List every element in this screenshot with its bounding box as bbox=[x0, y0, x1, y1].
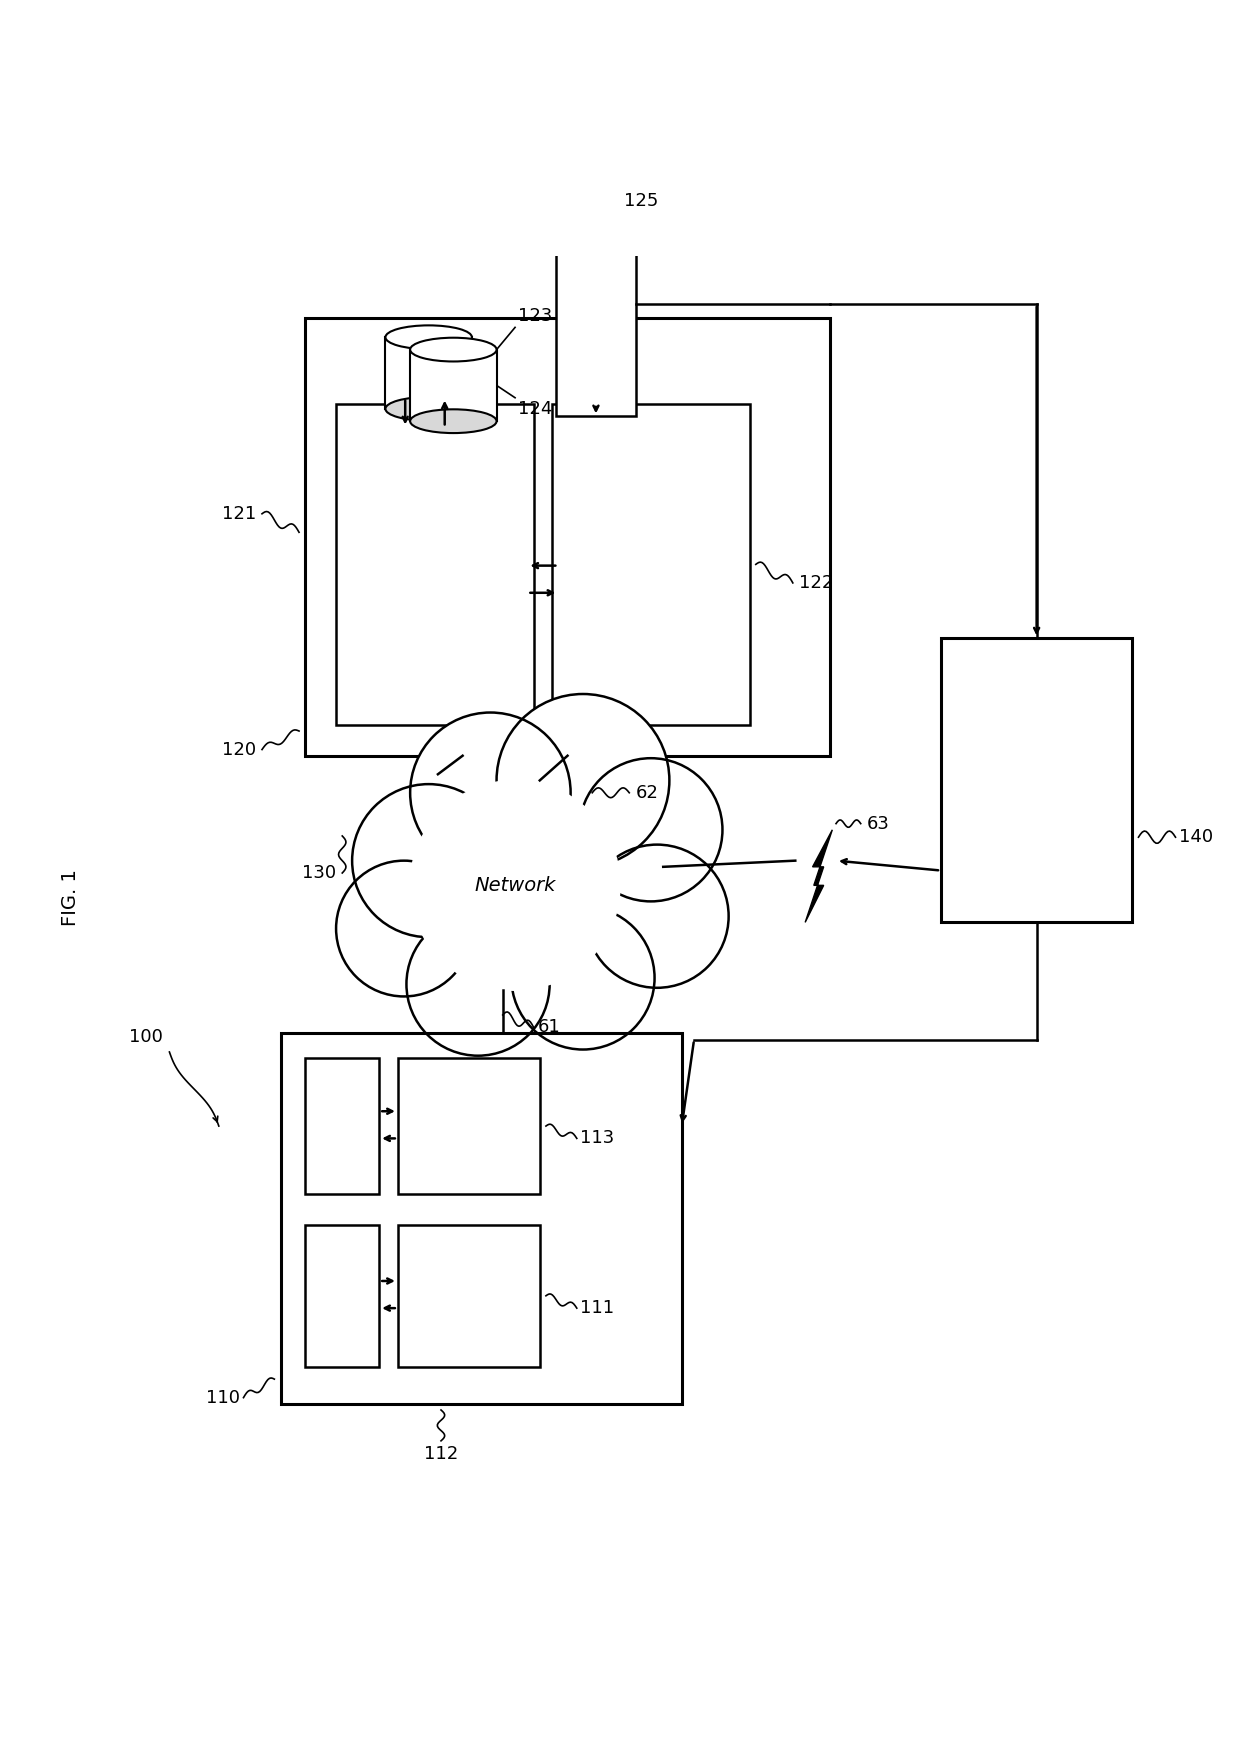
Bar bbox=[398, 1058, 539, 1194]
Text: 121: 121 bbox=[222, 505, 255, 522]
Circle shape bbox=[352, 784, 505, 938]
Bar bbox=[305, 1058, 379, 1194]
Ellipse shape bbox=[410, 409, 496, 433]
Text: FIG. 1: FIG. 1 bbox=[61, 870, 81, 925]
Text: 120: 120 bbox=[222, 740, 255, 758]
Circle shape bbox=[407, 913, 549, 1056]
Text: 125: 125 bbox=[624, 192, 658, 210]
Bar bbox=[410, 349, 496, 421]
Circle shape bbox=[585, 845, 729, 988]
Text: 110: 110 bbox=[206, 1388, 239, 1407]
Bar bbox=[305, 1224, 379, 1367]
Bar bbox=[336, 403, 533, 725]
Bar bbox=[398, 1224, 539, 1367]
Text: Network: Network bbox=[475, 876, 556, 896]
Bar bbox=[280, 1034, 682, 1404]
Text: 122: 122 bbox=[799, 574, 833, 592]
Text: 123: 123 bbox=[517, 307, 552, 325]
Circle shape bbox=[410, 712, 570, 873]
Bar bbox=[386, 337, 472, 409]
Bar bbox=[305, 318, 830, 756]
Ellipse shape bbox=[410, 337, 496, 361]
Text: 112: 112 bbox=[424, 1444, 458, 1463]
Circle shape bbox=[410, 780, 620, 990]
Text: 140: 140 bbox=[1179, 828, 1213, 847]
Text: 62: 62 bbox=[635, 784, 658, 801]
Circle shape bbox=[496, 693, 670, 866]
Text: 113: 113 bbox=[580, 1130, 615, 1147]
Text: 124: 124 bbox=[517, 400, 552, 419]
Text: 111: 111 bbox=[580, 1299, 615, 1316]
Text: 130: 130 bbox=[303, 864, 336, 882]
Text: 63: 63 bbox=[867, 815, 890, 833]
Bar bbox=[552, 403, 750, 725]
Text: 61: 61 bbox=[537, 1018, 560, 1037]
Ellipse shape bbox=[386, 396, 472, 421]
Circle shape bbox=[579, 758, 723, 901]
Bar bbox=[556, 243, 636, 416]
Bar bbox=[941, 639, 1132, 922]
Polygon shape bbox=[805, 829, 832, 922]
Circle shape bbox=[511, 906, 655, 1049]
Text: 100: 100 bbox=[129, 1028, 164, 1046]
Circle shape bbox=[336, 861, 472, 997]
Ellipse shape bbox=[386, 325, 472, 349]
